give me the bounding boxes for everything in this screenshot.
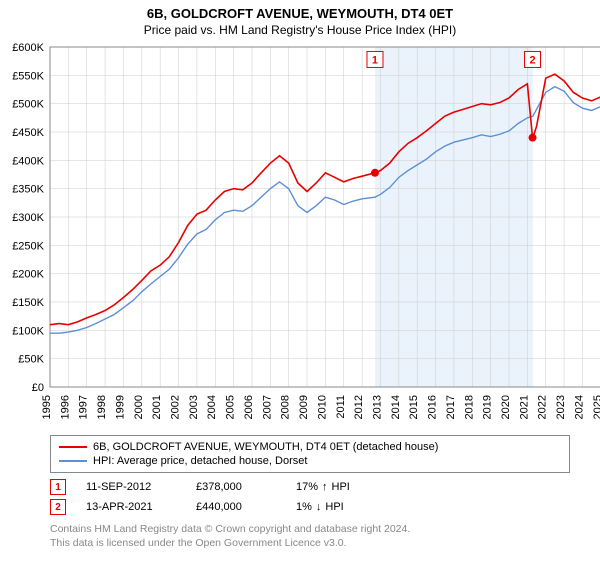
- svg-text:£0: £0: [32, 382, 44, 394]
- svg-text:2006: 2006: [243, 395, 255, 419]
- svg-text:£100K: £100K: [12, 325, 44, 337]
- svg-text:2022: 2022: [537, 395, 549, 419]
- svg-text:2000: 2000: [133, 395, 145, 419]
- svg-text:2001: 2001: [151, 395, 163, 419]
- svg-text:2016: 2016: [427, 395, 439, 419]
- sale-diff: 17% ↑ HPI: [296, 481, 350, 493]
- svg-text:2020: 2020: [500, 395, 512, 419]
- svg-text:£250K: £250K: [12, 240, 44, 252]
- svg-text:£350K: £350K: [12, 184, 44, 196]
- sale-price: £440,000: [196, 501, 276, 513]
- svg-text:2013: 2013: [371, 395, 383, 419]
- sale-badge: 2: [50, 499, 66, 515]
- svg-text:1996: 1996: [59, 395, 71, 419]
- sale-badge: 1: [50, 479, 66, 495]
- svg-text:£500K: £500K: [12, 99, 44, 111]
- svg-text:2018: 2018: [463, 395, 475, 419]
- svg-text:2007: 2007: [261, 395, 273, 419]
- chart-container: £0 £50K £100K £150K £200K £250K £300K £350K £400…: [0, 37, 600, 429]
- sales-table: 1 11-SEP-2012 £378,000 17% ↑ HPI 2 13-APR-202…: [50, 477, 570, 517]
- legend-label: 6B, GOLDCROFT AVENUE, WEYMOUTH, DT4 0ET …: [93, 441, 438, 453]
- line-chart: £0 £50K £100K £150K £200K £250K £300K £350K £400…: [0, 37, 600, 429]
- svg-text:2003: 2003: [188, 395, 200, 419]
- svg-text:1995: 1995: [41, 395, 53, 419]
- footer-line: This data is licensed under the Open Gov…: [50, 537, 570, 551]
- footer-line: Contains HM Land Registry data © Crown c…: [50, 523, 570, 537]
- legend-item: 6B, GOLDCROFT AVENUE, WEYMOUTH, DT4 0ET …: [59, 440, 561, 454]
- legend: 6B, GOLDCROFT AVENUE, WEYMOUTH, DT4 0ET …: [50, 435, 570, 473]
- legend-swatch: [59, 460, 87, 462]
- svg-text:£200K: £200K: [12, 269, 44, 281]
- svg-text:2008: 2008: [280, 395, 292, 419]
- svg-text:2014: 2014: [390, 395, 402, 419]
- svg-text:£550K: £550K: [12, 70, 44, 82]
- svg-text:2021: 2021: [518, 395, 530, 419]
- sale-date: 13-APR-2021: [86, 501, 176, 513]
- svg-text:2025: 2025: [592, 395, 600, 419]
- svg-text:2015: 2015: [408, 395, 420, 419]
- page-subtitle: Price paid vs. HM Land Registry's House …: [0, 23, 600, 37]
- svg-text:1997: 1997: [78, 395, 90, 419]
- footer-text: Contains HM Land Registry data © Crown c…: [50, 523, 570, 550]
- svg-text:2017: 2017: [445, 395, 457, 419]
- legend-item: HPI: Average price, detached house, Dors…: [59, 454, 561, 468]
- svg-text:2010: 2010: [316, 395, 328, 419]
- sale-diff: 1% ↓ HPI: [296, 501, 344, 513]
- svg-text:2009: 2009: [298, 395, 310, 419]
- sale-row: 1 11-SEP-2012 £378,000 17% ↑ HPI: [50, 477, 570, 497]
- svg-text:£50K: £50K: [18, 354, 44, 366]
- page-title: 6B, GOLDCROFT AVENUE, WEYMOUTH, DT4 0ET: [0, 6, 600, 21]
- svg-text:1999: 1999: [114, 395, 126, 419]
- svg-text:2011: 2011: [335, 395, 347, 419]
- sale-date: 11-SEP-2012: [86, 481, 176, 493]
- svg-text:£400K: £400K: [12, 155, 44, 167]
- svg-text:1998: 1998: [96, 395, 108, 419]
- svg-text:£150K: £150K: [12, 297, 44, 309]
- svg-text:2019: 2019: [482, 395, 494, 419]
- svg-text:£600K: £600K: [12, 42, 44, 54]
- sale-row: 2 13-APR-2021 £440,000 1% ↓ HPI: [50, 497, 570, 517]
- legend-swatch: [59, 446, 87, 448]
- svg-text:2002: 2002: [170, 395, 182, 419]
- svg-text:2004: 2004: [206, 395, 218, 419]
- svg-text:1: 1: [372, 54, 378, 66]
- svg-text:2024: 2024: [573, 395, 585, 419]
- svg-text:2023: 2023: [555, 395, 567, 419]
- svg-text:£300K: £300K: [12, 212, 44, 224]
- legend-label: HPI: Average price, detached house, Dors…: [93, 455, 307, 467]
- svg-text:2: 2: [529, 54, 535, 66]
- svg-text:2012: 2012: [353, 395, 365, 419]
- svg-text:2005: 2005: [225, 395, 237, 419]
- sale-price: £378,000: [196, 481, 276, 493]
- svg-text:£450K: £450K: [12, 127, 44, 139]
